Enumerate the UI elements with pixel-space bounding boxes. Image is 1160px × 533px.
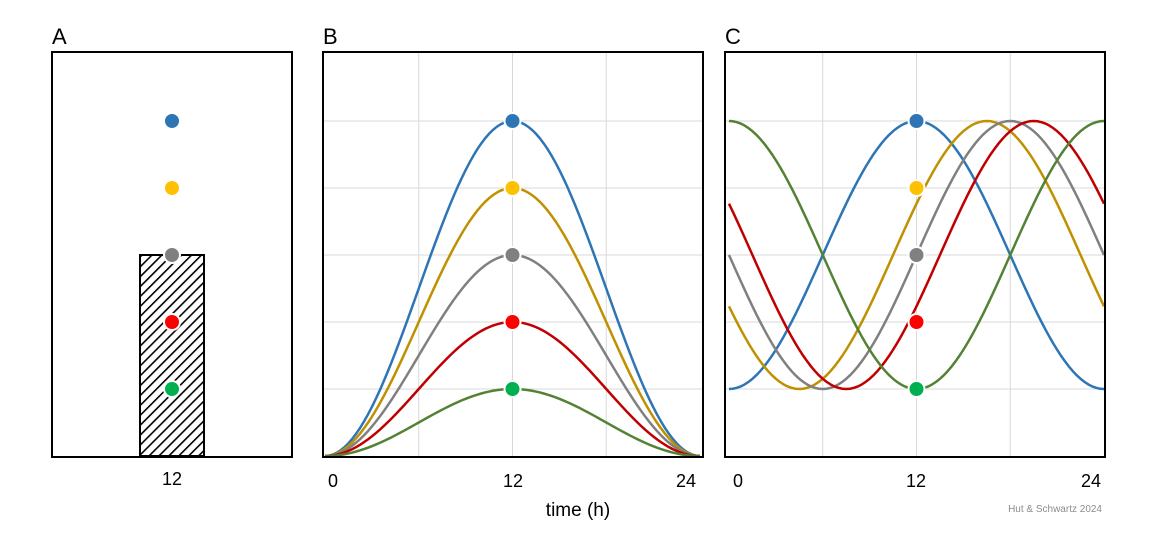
panel-c-point-0 [907, 112, 926, 130]
panel-a-letter: A [52, 24, 67, 49]
panel-a-bar-0 [139, 254, 205, 457]
panel-b-letter: B [323, 24, 338, 49]
panel-c: 0 12 24 [724, 51, 1106, 491]
panel-b: 0 12 24 time (h) [322, 51, 704, 521]
panel-b-point-0 [503, 112, 522, 130]
panel-c-x-tick-12: 12 [906, 471, 926, 491]
panel-c-series-line-1 [727, 119, 1106, 391]
panel-c-point-4 [907, 380, 926, 398]
panel-b-point-4 [503, 380, 522, 398]
panel-b-frame [322, 51, 704, 458]
panel-c-point-2 [907, 246, 926, 264]
panel-a-point-2 [163, 246, 181, 264]
panel-b-x-tick-24: 24 [676, 471, 696, 491]
panel-a-point-1 [163, 179, 181, 197]
panel-a-point-0 [163, 112, 181, 130]
panel-b-point-2 [503, 246, 522, 264]
panel-a-x-tick: 12 [162, 469, 182, 489]
panel-a-point-4 [163, 380, 181, 398]
panel-c-series-line-3 [727, 119, 1106, 391]
panel-c-letter: C [725, 24, 741, 49]
panel-b-x-tick-12: 12 [503, 471, 523, 491]
panel-c-x-tick-24: 24 [1081, 471, 1101, 491]
panel-a: 12 [51, 51, 293, 489]
panel-b-x-tick-0: 0 [328, 471, 338, 491]
panel-a-point-3 [163, 313, 181, 331]
panel-b-point-3 [503, 313, 522, 331]
panel-b-x-axis-label: time (h) [546, 500, 610, 521]
panel-c-frame [724, 51, 1106, 458]
credit-text: Hut & Schwartz 2024 [1008, 504, 1102, 515]
panel-c-x-tick-0: 0 [733, 471, 743, 491]
panel-b-point-1 [503, 179, 522, 197]
panel-c-point-3 [907, 313, 926, 331]
panel-c-point-1 [907, 179, 926, 197]
